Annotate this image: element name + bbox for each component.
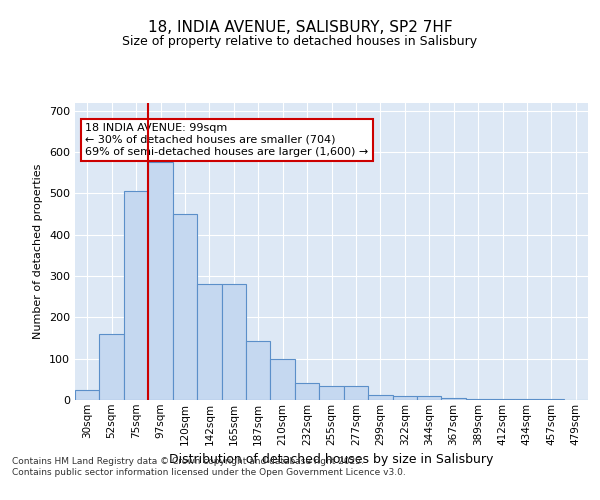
Bar [490, 399, 515, 400]
Bar [344, 386, 368, 400]
Bar [148, 162, 173, 400]
Bar [319, 386, 344, 400]
Bar [197, 284, 221, 400]
Bar [271, 358, 295, 400]
Bar [442, 398, 466, 400]
Bar [295, 384, 319, 400]
Bar [100, 334, 124, 400]
Bar [417, 396, 442, 400]
Y-axis label: Number of detached properties: Number of detached properties [34, 164, 43, 339]
Bar [392, 396, 417, 400]
Text: Contains HM Land Registry data © Crown copyright and database right 2025.
Contai: Contains HM Land Registry data © Crown c… [12, 458, 406, 477]
Bar [466, 399, 490, 400]
Text: 18, INDIA AVENUE, SALISBURY, SP2 7HF: 18, INDIA AVENUE, SALISBURY, SP2 7HF [148, 20, 452, 35]
Bar [75, 390, 100, 400]
Bar [221, 284, 246, 400]
Bar [173, 214, 197, 400]
Bar [246, 341, 271, 400]
Bar [515, 399, 539, 400]
Bar [539, 399, 563, 400]
Bar [124, 192, 148, 400]
Text: 18 INDIA AVENUE: 99sqm
← 30% of detached houses are smaller (704)
69% of semi-de: 18 INDIA AVENUE: 99sqm ← 30% of detached… [85, 124, 368, 156]
X-axis label: Distribution of detached houses by size in Salisbury: Distribution of detached houses by size … [169, 453, 494, 466]
Bar [368, 395, 392, 400]
Text: Size of property relative to detached houses in Salisbury: Size of property relative to detached ho… [122, 36, 478, 49]
